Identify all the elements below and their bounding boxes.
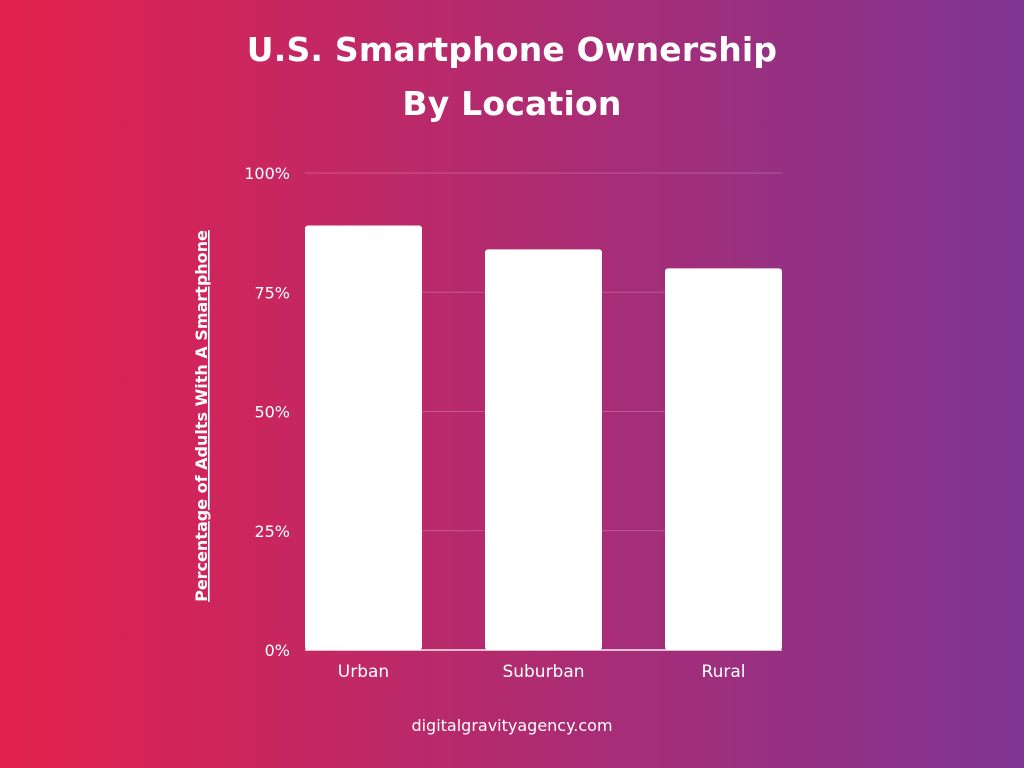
y-axis-label-group: Percentage of Adults With A Smartphone: [192, 230, 211, 602]
bar-suburban: [485, 249, 602, 650]
bar-rural: [665, 268, 782, 650]
x-tick-labels: Urban Suburban Rural: [338, 662, 746, 682]
y-tick-label: 100%: [244, 164, 290, 183]
footer-website: digitalgravityagency.com: [411, 716, 613, 735]
y-tick-label: 25%: [254, 522, 290, 541]
y-axis-label: Percentage of Adults With A Smartphone: [192, 230, 211, 602]
chart-title-line-1: U.S. Smartphone Ownership: [246, 30, 778, 69]
x-tick-label-urban: Urban: [338, 662, 389, 682]
y-tick-labels: 0% 25% 50% 75% 100%: [244, 164, 290, 660]
bars: [305, 225, 782, 650]
x-tick-label-rural: Rural: [702, 662, 746, 682]
x-tick-label-suburban: Suburban: [502, 662, 584, 682]
chart-title-line-2: By Location: [402, 84, 622, 123]
y-tick-label: 50%: [254, 403, 290, 422]
y-tick-label: 0%: [265, 641, 290, 660]
bar-urban: [305, 225, 422, 650]
y-tick-label: 75%: [254, 283, 290, 302]
